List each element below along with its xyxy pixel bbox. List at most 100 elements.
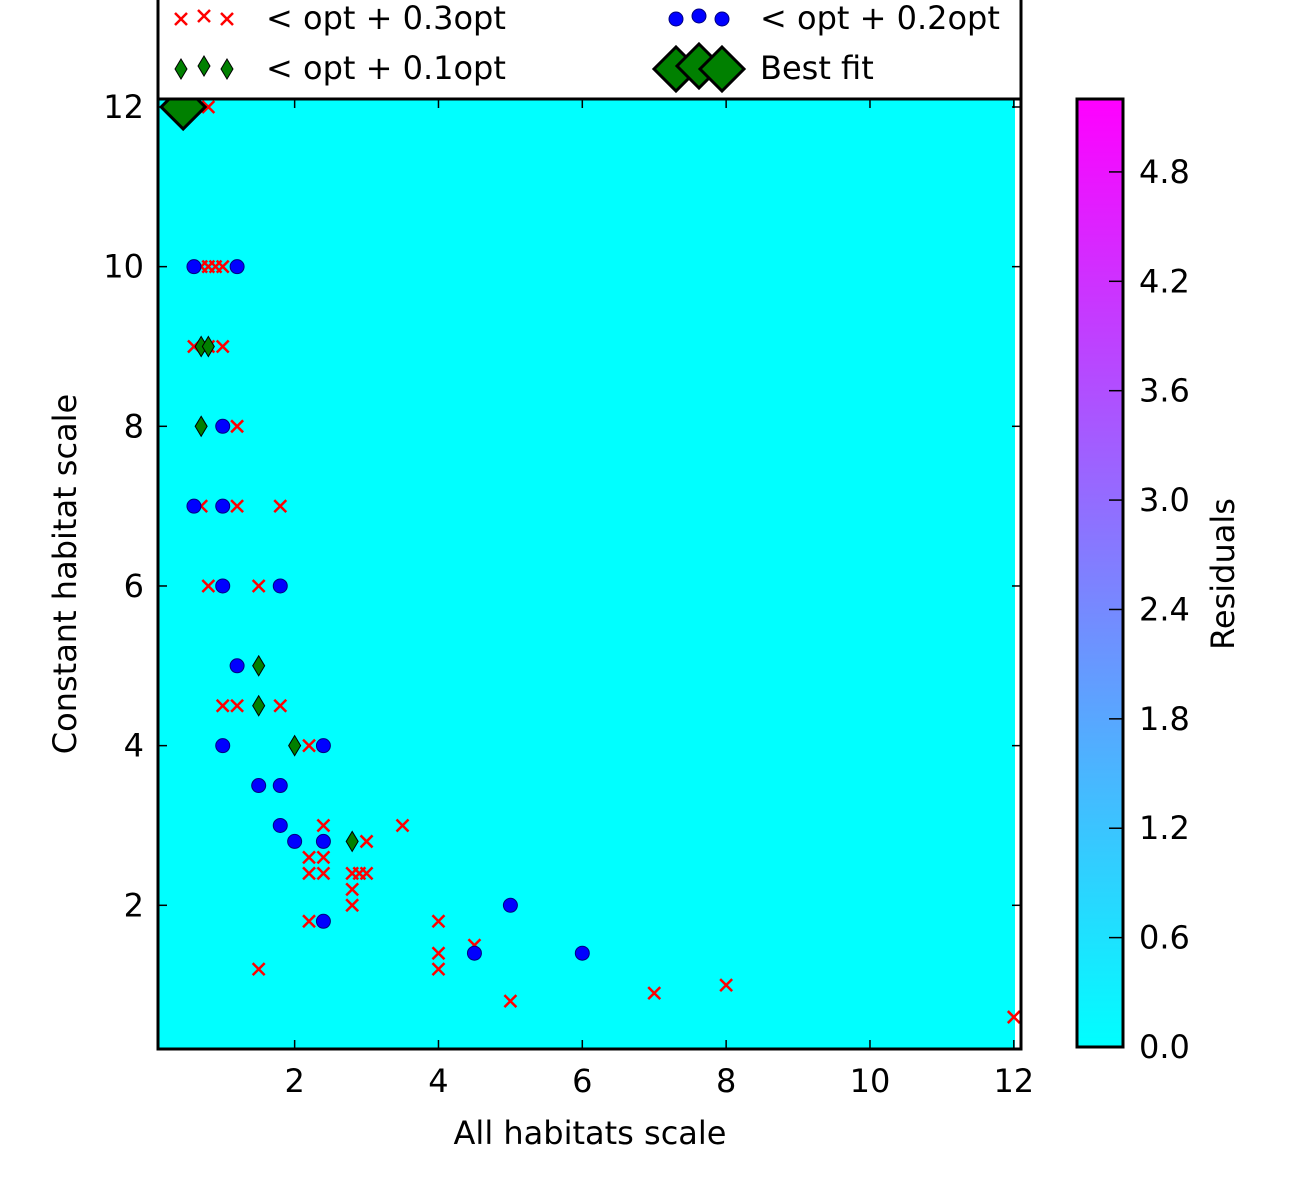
series-1-point-16 [502, 897, 518, 913]
series-1-point-0 [186, 259, 202, 275]
series-1-point-2 [215, 418, 231, 434]
y-axis-label: Constant habitat scale [46, 394, 84, 754]
series-0-point-14 [251, 579, 266, 593]
plot-area [158, 99, 1021, 1049]
series-2-point-3 [252, 654, 266, 677]
series-1-point-6 [272, 578, 288, 594]
colorbar-tick-label-2: 1.2 [1139, 809, 1190, 847]
x-tick-label-1: 4 [428, 1062, 448, 1100]
series-1-point-1 [229, 259, 245, 275]
series-1-point-3 [186, 498, 202, 514]
colorbar-ticks: 0.0 0.6 1.2 1.8 2.4 3.0 3.6 4.2 4.8 [1109, 153, 1190, 1066]
legend-marker-3-2 [697, 44, 747, 94]
series-0-point-19 [316, 818, 331, 833]
series-0-point-27 [345, 882, 360, 897]
series-1-point-7 [229, 658, 245, 674]
colorbar-label: Residuals [1204, 498, 1242, 650]
colorbar-tick-label-6: 3.6 [1139, 372, 1190, 410]
series-0-point-1 [201, 100, 216, 114]
colorbar [1075, 97, 1125, 1049]
series-1-point-9 [315, 738, 331, 754]
series-0-point-23 [316, 866, 331, 881]
series-1-point-12 [272, 817, 288, 833]
y-tick-label-2: 6 [124, 567, 144, 605]
axis-ticks: 2 4 6 8 10 12 2 4 6 8 10 12 [103, 88, 1034, 1100]
series-1-point-17 [466, 945, 482, 961]
series-2-point-6 [345, 830, 359, 853]
series-0-point-33 [431, 946, 446, 961]
y-tick-label-3: 8 [124, 407, 144, 445]
series-0-point-16 [230, 698, 244, 713]
x-tick-label-5: 12 [993, 1062, 1034, 1100]
colorbar-tick-label-3: 1.8 [1139, 700, 1190, 738]
x-tick-label-0: 2 [284, 1062, 304, 1100]
legend-marker-2-2 [220, 58, 234, 80]
y-tick-label-4: 10 [103, 248, 144, 286]
legend-label-2: < opt + 0.1opt [266, 49, 506, 87]
legend-box [156, 0, 1023, 101]
data-marks [159, 82, 1021, 1024]
colorbar-tick-label-0: 0.0 [1139, 1028, 1190, 1066]
colorbar-tick-label-7: 4.2 [1139, 262, 1190, 300]
y-tick-label-0: 2 [124, 886, 144, 924]
legend-marker-0-1 [197, 9, 211, 23]
series-1-point-15 [315, 913, 331, 929]
legend-marker-1-1 [691, 8, 707, 24]
series-0-point-17 [273, 698, 288, 713]
series-0-point-38 [647, 986, 662, 1001]
series-0-point-34 [431, 962, 446, 977]
series-1-point-5 [215, 578, 231, 594]
x-tick-label-4: 10 [850, 1062, 891, 1100]
legend-marker-1-0 [668, 11, 684, 27]
legend-label-3: Best fit [760, 49, 874, 87]
series-0-point-18 [302, 738, 316, 753]
legend-label-1: < opt + 0.2opt [760, 0, 1000, 37]
series-0-point-40 [1006, 1010, 1021, 1024]
series-0-point-9 [230, 419, 244, 434]
colorbar-tick-label-4: 2.4 [1139, 590, 1190, 628]
series-2-point-5 [288, 734, 302, 757]
x-axis-label: All habitats scale [454, 1114, 727, 1152]
legend-marker-0-0 [174, 12, 188, 26]
series-1-point-14 [315, 833, 331, 849]
series-0-point-28 [345, 898, 360, 913]
series-0-point-29 [359, 866, 374, 881]
series-0-point-39 [719, 978, 734, 993]
legend-label-0: < opt + 0.3opt [266, 0, 506, 37]
legend-marker-1-2 [714, 11, 730, 27]
series-0-point-20 [302, 850, 316, 865]
legend-marker-2-0 [174, 58, 188, 80]
series-2-point-2 [194, 415, 208, 438]
series-0-point-21 [316, 850, 331, 865]
series-2-point-4 [252, 694, 266, 717]
series-0-point-7 [215, 339, 230, 354]
series-0-point-37 [503, 994, 518, 1008]
series-0-point-12 [273, 499, 288, 514]
colorbar-tick-label-8: 4.8 [1139, 153, 1190, 191]
series-1-point-11 [272, 778, 288, 794]
colorbar-tick-label-5: 3.0 [1139, 481, 1190, 519]
colorbar-tick-label-1: 0.6 [1139, 919, 1190, 957]
plot-right-strip [1015, 99, 1021, 1049]
series-0-point-32 [431, 914, 446, 929]
legend-markers [174, 8, 747, 94]
series-1-point-4 [215, 498, 231, 514]
series-1-point-10 [251, 778, 267, 794]
legend: < opt + 0.3opt < opt + 0.2opt < opt + 0.… [156, 0, 1023, 101]
series-2-point-1 [201, 335, 215, 358]
series-1-point-13 [287, 833, 303, 849]
x-tick-label-3: 8 [716, 1062, 736, 1100]
series-0-point-31 [302, 914, 316, 929]
series-0-point-15 [215, 698, 230, 713]
series-0-point-36 [251, 962, 266, 977]
series-1-point-18 [574, 945, 590, 961]
series-0-point-13 [201, 579, 216, 593]
series-0-point-26 [359, 834, 374, 849]
series-1-point-8 [215, 738, 231, 754]
legend-marker-0-2 [220, 12, 234, 26]
series-0-point-11 [230, 499, 244, 514]
series-0-point-22 [302, 866, 316, 881]
series-0-point-5 [215, 259, 230, 274]
y-tick-label-5: 12 [103, 88, 144, 126]
